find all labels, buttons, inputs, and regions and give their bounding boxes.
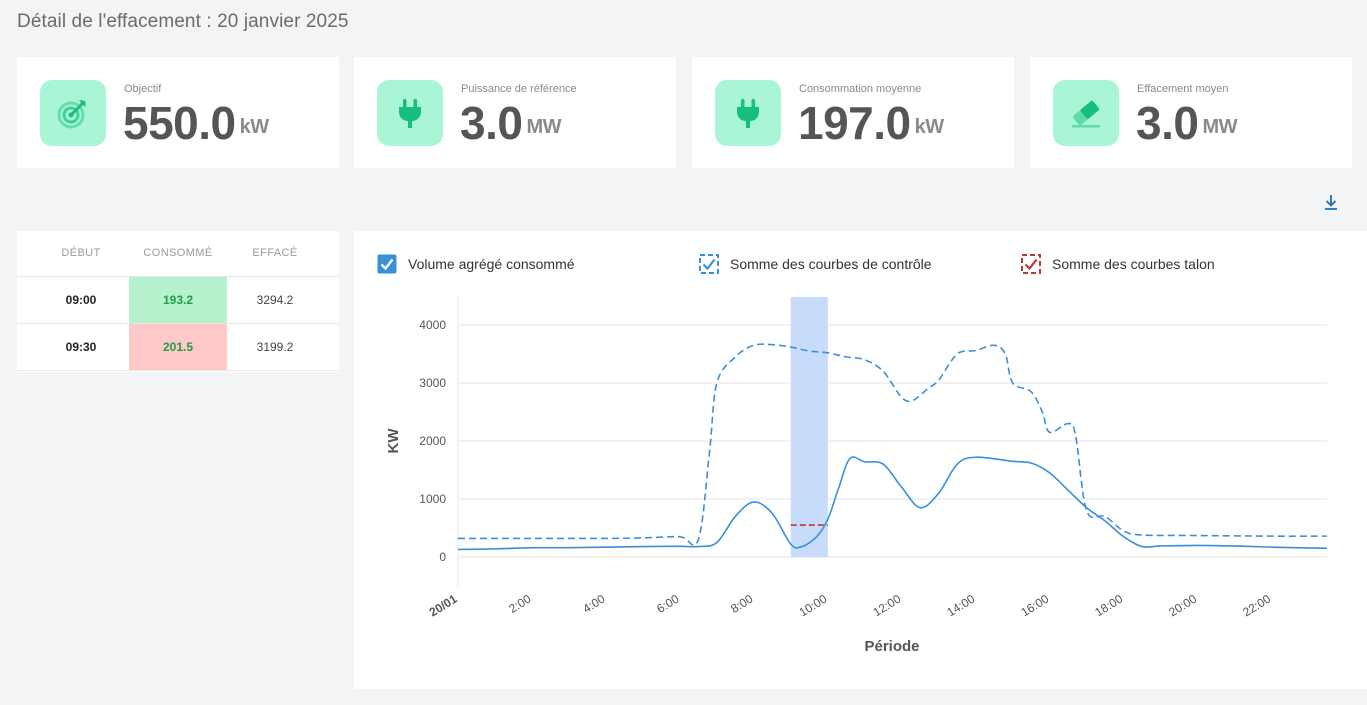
page-title: Détail de l'effacement : 20 janvier 2025 (17, 11, 349, 32)
kpi-value: 197.0 kW (798, 97, 945, 149)
kpi-unit: kW (914, 116, 945, 138)
kpi-card-average-erasure: Effacement moyen 3.0 MW (1030, 57, 1352, 168)
cell-erased: 3199.2 (256, 340, 294, 354)
legend-label: Somme des courbes talon (1052, 256, 1215, 272)
legend-label: Somme des courbes de contrôle (730, 256, 932, 272)
y-tick-label: 4000 (419, 318, 446, 332)
table-row[interactable]: 09:00 193.2 3294.2 (17, 277, 339, 324)
checkbox-dashed-red-icon[interactable] (1021, 254, 1041, 274)
table-row[interactable]: 09:30 201.5 3199.2 (17, 324, 339, 371)
cell-start: 09:30 (65, 340, 97, 354)
x-tick-label: 20/01 (427, 591, 460, 619)
kpi-value: 3.0 MW (460, 97, 561, 149)
erasure-table: DÉBUT CONSOMMÉ EFFACÉ 09:00 193.2 3294.2… (17, 231, 339, 372)
kpi-label: Effacement moyen (1137, 83, 1229, 95)
legend-item-talon[interactable]: Somme des courbes talon (1021, 254, 1215, 274)
column-header-consumed[interactable]: CONSOMMÉ (143, 247, 213, 259)
column-header-start[interactable]: DÉBUT (61, 247, 101, 259)
table-header: DÉBUT CONSOMMÉ EFFACÉ (17, 231, 339, 277)
target-icon (40, 80, 106, 146)
kpi-label: Objectif (124, 83, 162, 95)
chart-card: Volume agrégé consommé Somme des courbes… (354, 231, 1367, 689)
x-axis-label: Période (864, 638, 919, 655)
y-axis-label: KW (385, 428, 402, 454)
plug-icon (715, 80, 781, 146)
legend-label: Volume agrégé consommé (408, 256, 575, 272)
x-tick-label: 18:00 (1092, 591, 1125, 619)
column-header-erased[interactable]: EFFACÉ (252, 247, 298, 259)
kpi-unit: MW (526, 116, 561, 138)
legend-item-volume[interactable]: Volume agrégé consommé (377, 254, 575, 274)
checkbox-checked-icon[interactable] (377, 254, 397, 274)
x-tick-label: 10:00 (796, 591, 829, 619)
cell-erased: 3294.2 (256, 293, 294, 307)
x-tick-label: 22:00 (1240, 591, 1273, 619)
kpi-value: 3.0 MW (1136, 97, 1237, 149)
x-tick-label: 20:00 (1166, 591, 1199, 619)
series-volume-line (457, 456, 1328, 551)
kpi-unit: kW (239, 116, 270, 138)
plug-icon (377, 80, 443, 146)
kpi-unit: MW (1202, 116, 1237, 138)
download-button[interactable] (1322, 192, 1340, 212)
x-tick-label: 6:00 (654, 592, 682, 616)
checkbox-dashed-icon[interactable] (699, 254, 719, 274)
kpi-value: 550.0 kW (123, 97, 270, 149)
cell-start: 09:00 (65, 293, 97, 307)
eraser-icon (1053, 80, 1119, 146)
y-tick-label: 3000 (419, 376, 446, 390)
kpi-card-average-consumption: Consommation moyenne 197.0 kW (692, 57, 1014, 168)
x-tick-label: 16:00 (1018, 591, 1051, 619)
download-icon (1325, 195, 1337, 210)
kpi-label: Consommation moyenne (799, 83, 922, 95)
y-tick-label: 1000 (419, 492, 446, 506)
y-tick-label: 2000 (419, 434, 446, 448)
kpi-label: Puissance de référence (461, 83, 577, 95)
highlight-band (790, 297, 828, 557)
x-tick-label: 12:00 (870, 591, 903, 619)
kpi-card-reference-power: Puissance de référence 3.0 MW (354, 57, 676, 168)
cell-consumed: 201.5 (129, 324, 227, 370)
cell-consumed: 193.2 (129, 277, 227, 323)
x-tick-label: 2:00 (506, 592, 534, 616)
y-tick-label: 0 (439, 550, 446, 564)
legend-item-control[interactable]: Somme des courbes de contrôle (699, 254, 932, 274)
kpi-card-objective: Objectif 550.0 kW (17, 57, 339, 168)
series-control-line (458, 343, 1328, 546)
x-tick-label: 14:00 (944, 591, 977, 619)
x-tick-label: 4:00 (580, 592, 608, 616)
line-chart: 0 1000 2000 3000 4000 20/01 2:00 4:00 6:00 8:00 10… (385, 297, 1328, 655)
x-tick-label: 8:00 (728, 592, 756, 616)
